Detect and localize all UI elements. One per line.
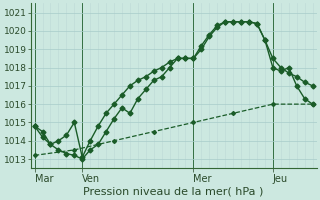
X-axis label: Pression niveau de la mer( hPa ): Pression niveau de la mer( hPa ) [84,187,264,197]
